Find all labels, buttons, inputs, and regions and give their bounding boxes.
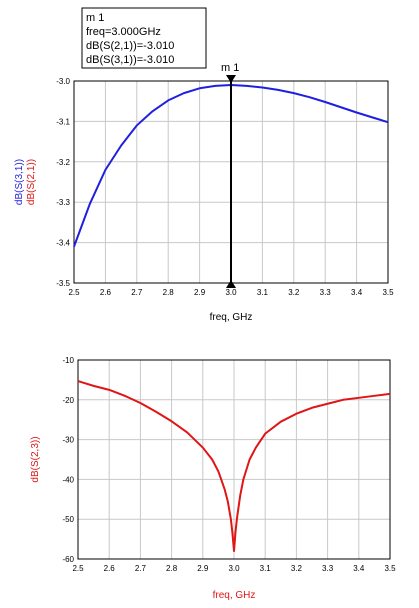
chart-2-x-tick-labels: 2.5 2.6 2.7 2.8 2.9 3.0 3.1 3.2 3.3 3.4 3.5 (72, 564, 396, 573)
marker-readout-line-2: freq=3.000GHz (86, 26, 161, 38)
chart-1-x-tick-5: 3.0 (225, 288, 237, 297)
chart-s21-s31: 2.5 2.6 2.7 2.8 2.9 3.0 3.1 3.2 3.3 3.4 3.5 -3.0-3… (14, 62, 394, 323)
chart-2-y-axis-label: dB(S(2,3)) (30, 436, 41, 482)
chart-1-x-tick-10: 3.5 (382, 288, 394, 297)
marker-readout-line-1: m 1 (86, 12, 104, 24)
chart-s23: 2.5 2.6 2.7 2.8 2.9 3.0 3.1 3.2 3.3 3.4 3.5 -10 -20… (30, 356, 396, 601)
chart-2-x-tick-1: 2.6 (104, 564, 116, 573)
chart-2-x-tick-0: 2.5 (72, 564, 84, 573)
chart-1-y-tick-1: -3.1 (56, 117, 70, 126)
chart-2-x-tick-6: 3.1 (260, 564, 272, 573)
chart-1-y-tick-5: -3.5 (56, 279, 70, 288)
chart-1-y-axis-label: dB(S(3,1)) dB(S(2,1)) (14, 159, 37, 205)
chart-2-x-tick-5: 3.0 (228, 564, 240, 573)
chart-2-x-tick-10: 3.5 (384, 564, 396, 573)
marker-readout-line-4: dB(S(3,1))=-3.010 (86, 54, 174, 66)
marker-readout-frame (81, 7, 207, 69)
chart-2-y-tick-0: -10 (62, 356, 74, 365)
chart-2-x-tick-4: 2.9 (197, 564, 209, 573)
chart-2-x-tick-3: 2.8 (166, 564, 178, 573)
chart-1-y-label-line-1: dB(S(2,1)) (26, 159, 37, 205)
chart-1-y-tick-labels: -3.0 -3.1 -3.2 -3.3 -3.4 -3.5 (56, 77, 70, 288)
chart-1-y-tick-2: -3.2 (56, 158, 70, 167)
chart-1-y-tick-3: -3.3 (56, 198, 70, 207)
chart-2-y-tick-5: -60 (62, 555, 74, 564)
chart-2-x-tick-2: 2.7 (135, 564, 147, 573)
chart-2-y-tick-labels: -10 -20 -30 -40 -50 -60 (62, 356, 74, 564)
marker-m1-bottom-arrow[interactable] (226, 280, 236, 288)
chart-2-y-tick-4: -50 (62, 515, 74, 524)
chart-2-x-tick-9: 3.4 (353, 564, 365, 573)
chart-1-y-label-line-0: dB(S(3,1)) (14, 159, 25, 205)
chart-1-x-tick-6: 3.1 (257, 288, 269, 297)
chart-1-x-tick-labels: 2.5 2.6 2.7 2.8 2.9 3.0 3.1 3.2 3.3 3.4 3.5 (68, 288, 394, 297)
chart-2-plot-frame (77, 359, 391, 560)
chart-1-x-tick-7: 3.2 (288, 288, 300, 297)
marker-readout-box: m 1 freq=3.000GHz dB(S(2,1))=-3.010 dB(S… (81, 7, 207, 69)
marker-m1-top-arrow[interactable] (226, 75, 236, 83)
chart-1-y-tick-4: -3.4 (56, 239, 70, 248)
chart-1-x-tick-0: 2.5 (68, 288, 80, 297)
chart-2-y-tick-1: -20 (62, 396, 74, 405)
chart-1-x-tick-8: 3.3 (320, 288, 332, 297)
chart-2-x-axis-label: freq, GHz (213, 590, 256, 601)
chart-2-x-tick-7: 3.2 (291, 564, 303, 573)
marker-m1-label: m 1 (221, 62, 239, 74)
chart-2-grid (77, 359, 391, 560)
chart-1-x-tick-3: 2.8 (163, 288, 175, 297)
chart-2-series (77, 380, 391, 553)
chart-2-y-label-line-0: dB(S(2,3)) (30, 436, 41, 482)
marker-m1[interactable]: m 1 (221, 62, 239, 288)
chart-1-y-tick-0: -3.0 (56, 77, 70, 86)
chart-1-x-axis-label: freq, GHz (210, 312, 253, 323)
chart-2-series-line-0 (77, 380, 391, 553)
chart-1-x-tick-4: 2.9 (194, 288, 206, 297)
chart-1-x-tick-9: 3.4 (351, 288, 363, 297)
marker-readout-line-3: dB(S(2,1))=-3.010 (86, 40, 174, 52)
chart-2-y-tick-3: -40 (62, 475, 74, 484)
chart-1-x-tick-1: 2.6 (100, 288, 112, 297)
chart-1-x-tick-2: 2.7 (131, 288, 143, 297)
chart-2-y-tick-2: -30 (62, 436, 74, 445)
chart-2-x-tick-8: 3.3 (322, 564, 334, 573)
